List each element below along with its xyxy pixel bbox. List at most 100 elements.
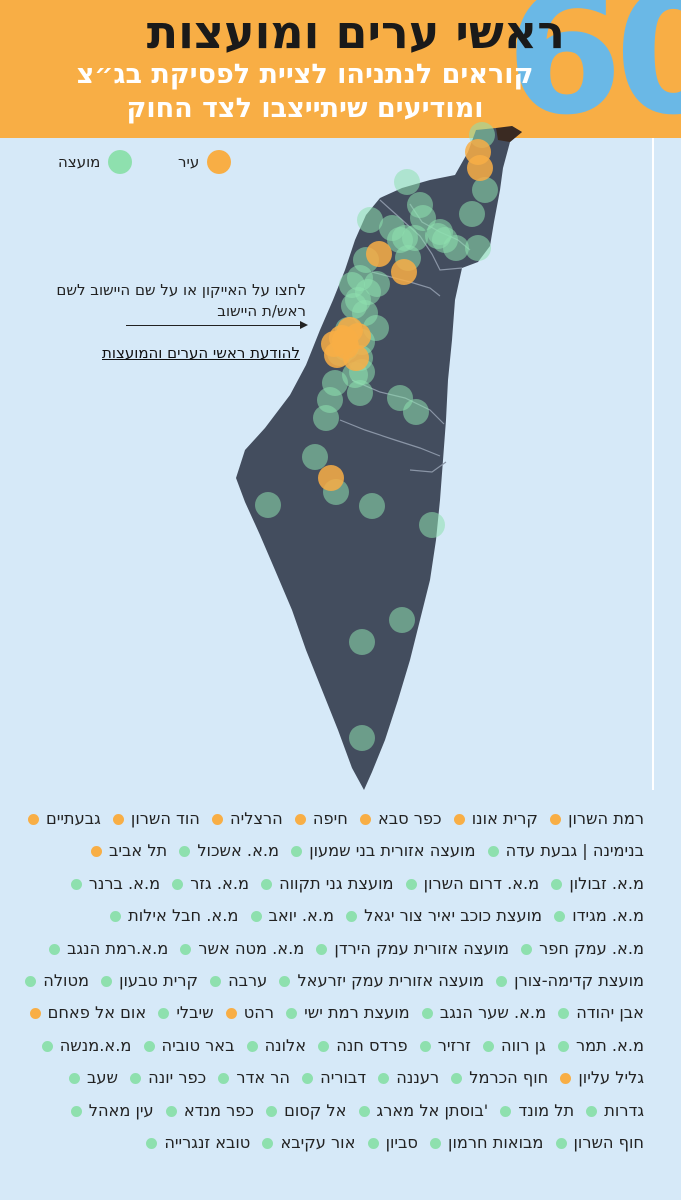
settlement-item[interactable]: רמת השרון [543, 809, 644, 828]
settlement-item[interactable]: מ.א. מטה אשר [173, 939, 304, 958]
settlement-name[interactable]: כפר מנדא [183, 1100, 254, 1120]
council-marker[interactable] [364, 271, 390, 297]
settlement-name[interactable]: אור עקיבא [280, 1133, 356, 1153]
settlement-item[interactable]: רהט [219, 1003, 274, 1022]
settlement-name[interactable]: קרית טבעון [119, 971, 198, 991]
settlement-item[interactable]: אום אל פאחם [23, 1003, 147, 1023]
council-marker[interactable] [341, 293, 367, 319]
settlement-item[interactable]: מ.א. עמק חפר [514, 939, 644, 958]
settlement-name[interactable]: מ.א. מגידו [572, 906, 644, 926]
settlement-item[interactable]: אבן יהודה [551, 1003, 644, 1022]
settlement-name[interactable]: אבן יהודה [576, 1003, 644, 1023]
settlement-name[interactable]: מועצה אזורית עמק הירדן [334, 938, 509, 958]
settlement-name[interactable]: מ.א.מנשה [59, 1035, 132, 1055]
settlement-item[interactable]: מועצת גני תקווה [254, 873, 394, 893]
settlement-name[interactable]: ערבה [228, 971, 268, 991]
settlement-item[interactable]: חוף הכרמל [444, 1068, 548, 1087]
settlement-name[interactable]: מועצת כוכב יאיר צור יגאל [364, 906, 543, 926]
settlement-item[interactable]: אור עקיבא [255, 1133, 355, 1152]
city-marker[interactable] [332, 327, 358, 353]
council-marker[interactable] [459, 201, 485, 227]
council-marker[interactable] [443, 235, 469, 261]
settlement-name[interactable]: שעב [87, 1068, 118, 1088]
settlement-name[interactable]: רמת השרון [568, 809, 644, 828]
settlement-item[interactable]: מ.א. תמר [551, 1036, 644, 1055]
settlement-name[interactable]: מ.א. תמר [575, 1035, 644, 1055]
settlement-name[interactable]: גבעתיים [45, 809, 101, 828]
settlement-item[interactable]: רעננה [371, 1068, 439, 1087]
settlement-item[interactable]: מ.א. חבל אילות [103, 906, 238, 925]
settlement-name[interactable]: מ.א. יואב [268, 906, 334, 926]
settlement-name[interactable]: מועצת קדימה-צורן [514, 971, 644, 991]
settlement-name[interactable]: תל מונד [518, 1100, 575, 1120]
settlement-name[interactable]: דבוריה [320, 1068, 367, 1088]
settlement-item[interactable]: שעב [62, 1068, 118, 1087]
settlement-name[interactable]: רהט [243, 1003, 274, 1023]
council-marker[interactable] [359, 493, 385, 519]
settlement-item[interactable]: מ.א.רמת הנגב [42, 939, 168, 958]
settlement-item[interactable]: מ.א. יואב [244, 906, 334, 925]
council-marker[interactable] [255, 492, 281, 518]
settlement-name[interactable]: מטולה [43, 971, 89, 991]
settlement-name[interactable]: טובא זנגרייה [164, 1133, 251, 1153]
settlement-name[interactable]: רעננה [396, 1068, 440, 1088]
settlement-item[interactable]: ערבה [203, 971, 267, 990]
settlement-name[interactable]: מ.א. עמק חפר [539, 938, 644, 958]
settlement-item[interactable]: חוף השרון [549, 1133, 645, 1153]
city-marker[interactable] [391, 259, 417, 285]
settlement-name[interactable]: מועצת גני תקווה [279, 873, 394, 893]
settlement-name[interactable]: הר אדר [236, 1068, 291, 1088]
settlement-name[interactable]: בנימינה | גבעת עדה [505, 841, 644, 861]
settlement-name[interactable]: אל קסום [284, 1100, 347, 1120]
settlement-item[interactable]: חיפה [288, 809, 348, 828]
settlement-item[interactable]: קרית טבעון [94, 971, 198, 990]
settlement-name[interactable]: מ.א. שער הנגב [439, 1003, 547, 1023]
settlement-name[interactable]: חוף הכרמל [469, 1068, 549, 1088]
settlement-item[interactable]: כפר יונה [123, 1068, 206, 1087]
city-marker[interactable] [318, 465, 344, 491]
council-marker[interactable] [389, 607, 415, 633]
settlement-name[interactable]: מ.א. דרום השרון [423, 873, 540, 893]
settlement-item[interactable]: מועצת קדימה-צורן [489, 971, 644, 990]
settlement-name[interactable]: כפר סבא [377, 809, 442, 828]
settlement-item[interactable]: מ.א. זבולון [544, 874, 644, 893]
settlement-name[interactable]: באר טוביה [161, 1035, 235, 1055]
settlement-name[interactable]: חוף השרון [573, 1133, 645, 1153]
settlement-name[interactable]: מבואות חרמון [448, 1133, 544, 1153]
settlement-name[interactable]: מ.א. גזר [190, 873, 249, 893]
settlement-name[interactable]: מ.א. ברנר [88, 873, 161, 893]
settlement-item[interactable]: מועצת רמת ישי [279, 1003, 410, 1022]
settlement-item[interactable]: באר טוביה [137, 1035, 235, 1055]
settlement-item[interactable]: זרזיר [413, 1036, 471, 1055]
settlement-name[interactable]: קרית אונו [471, 809, 538, 828]
council-marker[interactable] [402, 225, 428, 251]
settlement-name[interactable]: מ.א. חבל אילות [128, 906, 239, 926]
settlement-name[interactable]: מועצה אזורית עמק יזרעאל [297, 971, 484, 991]
settlement-item[interactable]: מועצה אזורית עמק יזרעאל [272, 971, 484, 990]
settlement-item[interactable]: גן רווה [476, 1036, 546, 1055]
settlement-name[interactable]: גן רווה [501, 1035, 546, 1055]
settlement-name[interactable]: מ.א. אשכול [197, 841, 280, 861]
settlement-item[interactable]: מטולה [18, 971, 89, 990]
settlement-name[interactable]: 'בוסתן אל מארג [376, 1100, 489, 1120]
settlement-name[interactable]: אלונה [264, 1035, 307, 1055]
settlement-item[interactable]: הר אדר [211, 1068, 290, 1087]
city-marker[interactable] [366, 241, 392, 267]
settlement-name[interactable]: מ.א. מטה אשר [198, 938, 305, 958]
settlement-item[interactable]: גבעתיים [21, 809, 101, 828]
settlement-item[interactable]: מ.א. אשכול [172, 841, 279, 860]
city-marker[interactable] [467, 155, 493, 181]
settlement-item[interactable]: מ.א. גזר [165, 874, 249, 893]
settlement-item[interactable]: מ.א. שער הנגב [415, 1003, 546, 1022]
settlement-item[interactable]: בנימינה | גבעת עדה [481, 841, 644, 860]
council-marker[interactable] [403, 399, 429, 425]
settlement-item[interactable]: כפר מנדא [159, 1101, 254, 1120]
map-markers[interactable] [255, 122, 498, 751]
settlement-item[interactable]: מ.א. ברנר [64, 874, 160, 893]
council-marker[interactable] [357, 207, 383, 233]
settlement-name[interactable]: זרזיר [437, 1035, 471, 1055]
settlement-item[interactable]: עין מאהל [64, 1101, 154, 1120]
settlement-name[interactable]: אום אל פאחם [47, 1003, 147, 1023]
settlement-name[interactable]: גליל עליון [578, 1068, 644, 1088]
settlement-name[interactable]: מועצת רמת ישי [304, 1003, 410, 1023]
